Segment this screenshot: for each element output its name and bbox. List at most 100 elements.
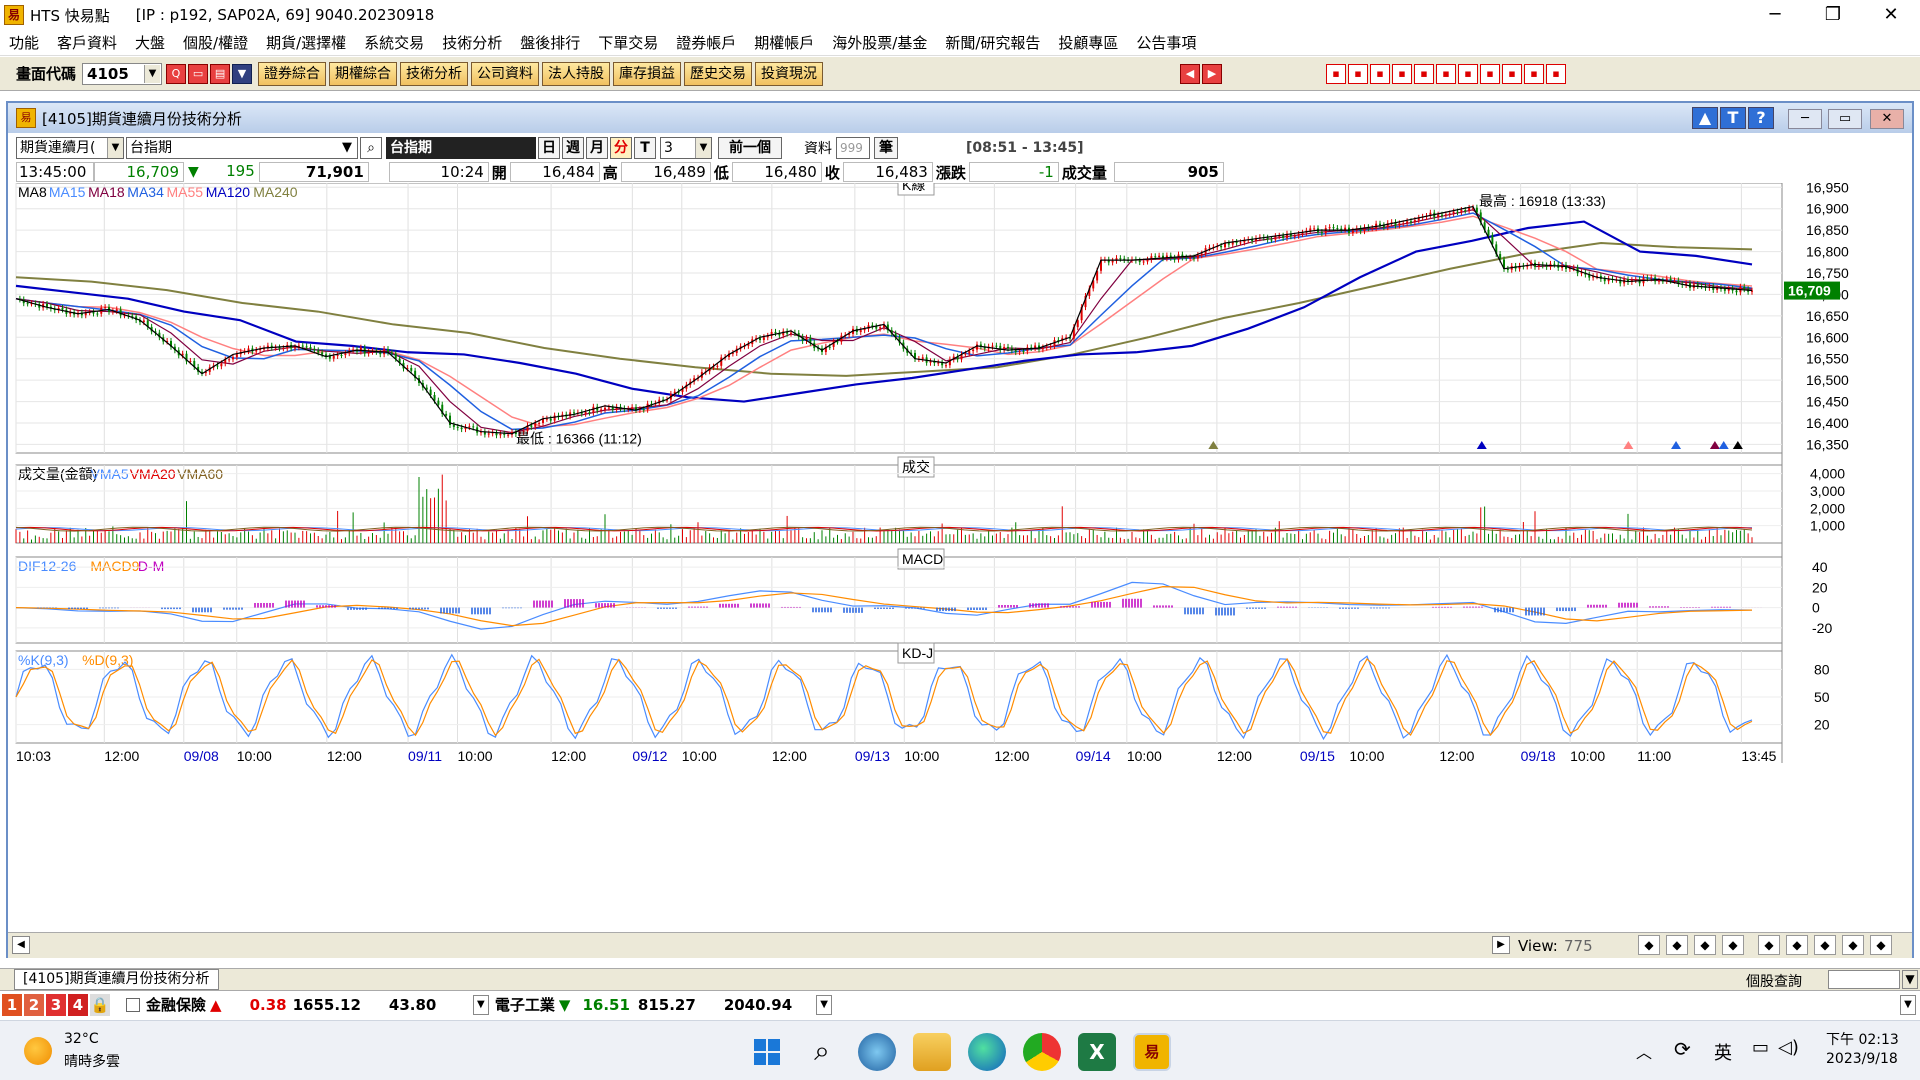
list-icon[interactable]: ▪	[1392, 63, 1412, 84]
menu-item-0[interactable]: 功能	[9, 34, 40, 52]
stock-query-input[interactable]	[1828, 970, 1900, 989]
unit-button[interactable]: 筆	[874, 137, 898, 159]
minimize-button[interactable]: ─	[1769, 4, 1781, 25]
refresh-icon[interactable]: ◆	[1722, 935, 1744, 955]
eraser-icon[interactable]: ◆	[1666, 935, 1688, 955]
settings-icon[interactable]: ▪	[1458, 63, 1478, 84]
tab-4105[interactable]: [4105]期貨連續月份技術分析	[14, 969, 219, 990]
prev-button[interactable]: 前一個	[718, 137, 782, 159]
ticker-page-2[interactable]: 2	[24, 993, 44, 1016]
menu-item-12[interactable]: 新聞/研究報告	[945, 34, 1041, 52]
inner-close-button[interactable]: ✕	[1870, 109, 1904, 129]
inner-minimize-button[interactable]: ─	[1788, 109, 1822, 129]
toolbar-button-6[interactable]: 歷史交易	[684, 61, 753, 86]
volume-icon[interactable]: ◁)	[1778, 1037, 1799, 1058]
scroll-right-icon[interactable]: ▶	[1492, 936, 1510, 954]
toolbar-button-1[interactable]: 期權綜合	[329, 61, 398, 86]
tray-sync-icon[interactable]: ⟳	[1674, 1037, 1691, 1061]
toolbar-button-7[interactable]: 投資現況	[755, 61, 824, 86]
menu-item-1[interactable]: 客戶資料	[57, 34, 118, 52]
draw-icon[interactable]: ▪	[1348, 63, 1368, 84]
lock-icon[interactable]: 🔒	[90, 993, 110, 1016]
grid-icon[interactable]: ▪	[1370, 63, 1390, 84]
menu-item-8[interactable]: 下單交易	[598, 34, 659, 52]
contract-type-select[interactable]: 期貨連續月(▼	[16, 137, 124, 159]
help-icon[interactable]: ?	[1748, 107, 1774, 129]
text-icon[interactable]: T	[1720, 107, 1746, 129]
earth-app-icon[interactable]	[858, 1033, 896, 1071]
search-icon[interactable]: Q	[166, 63, 187, 84]
network-icon[interactable]: ▭	[1752, 1037, 1770, 1058]
pencil-icon[interactable]: ◆	[1842, 935, 1864, 955]
toolbar-button-5[interactable]: 庫存損益	[613, 61, 682, 86]
chrome-icon[interactable]	[1023, 1033, 1061, 1071]
toolbar-button-0[interactable]: 證券綜合	[258, 61, 327, 86]
horizontal-scrollbar[interactable]: ◀ ▶ View: 775 ◆ ◆ ◆ ◆ ◆ ◆ ◆ ◆ ◆	[8, 932, 1912, 958]
chart-icon[interactable]: ▤	[210, 63, 231, 84]
text-tool-icon[interactable]: ▪	[1436, 63, 1456, 84]
search-taskbar-icon[interactable]: ⌕	[814, 1034, 830, 1067]
pen-icon[interactable]: ▪	[1326, 63, 1346, 84]
ticker-page-4[interactable]: 4	[68, 993, 88, 1016]
ticker-dropdown-3[interactable]: ▼	[1900, 994, 1916, 1015]
code-input[interactable]: 4105 ▼	[82, 62, 163, 85]
edit-icon[interactable]: ▪	[1414, 63, 1434, 84]
dropdown-icon[interactable]: ▼	[232, 63, 253, 84]
chart-area[interactable]: 16,350 16,400 16,450 16,500 16,550 16,600 16,6…	[8, 183, 1912, 933]
tools-icon[interactable]: ▪	[1502, 63, 1522, 84]
close-button[interactable]: ✕	[1883, 4, 1899, 25]
symbol-select[interactable]: 台指期 ▼	[126, 137, 358, 159]
menu-item-2[interactable]: 大盤	[135, 34, 166, 52]
ticker-checkbox[interactable]	[126, 997, 140, 1012]
edge-icon[interactable]	[968, 1033, 1006, 1071]
next-arrow-icon[interactable]: ▶	[1202, 63, 1222, 84]
toolbar-button-3[interactable]: 公司資料	[471, 61, 540, 86]
period-minute[interactable]: 分	[610, 137, 632, 159]
ticker-page-3[interactable]: 3	[46, 993, 66, 1016]
maximize-button[interactable]: ❐	[1824, 4, 1842, 25]
cursor-icon[interactable]: ◆	[1638, 935, 1660, 955]
menu-item-9[interactable]: 證券帳戶	[676, 34, 737, 52]
prev-arrow-icon[interactable]: ◀	[1180, 63, 1200, 84]
copy-icon[interactable]: ◆	[1786, 935, 1808, 955]
ticker-dropdown-1[interactable]: ▼	[472, 994, 489, 1015]
menu-item-3[interactable]: 個股/權證	[183, 34, 249, 52]
period-tick[interactable]: T	[634, 137, 656, 159]
magnifier-icon[interactable]: ⌕	[360, 137, 382, 159]
menu-item-5[interactable]: 系統交易	[364, 34, 425, 52]
bar-tool-icon[interactable]: ◆	[1758, 935, 1780, 955]
period-day[interactable]: 日	[538, 137, 560, 159]
weather-icon[interactable]	[24, 1037, 52, 1065]
print-icon[interactable]: ▪	[1524, 63, 1544, 84]
menu-item-6[interactable]: 技術分析	[442, 34, 503, 52]
calendar-icon[interactable]: ◆	[1814, 935, 1836, 955]
ticker-page-1[interactable]: 1	[2, 993, 22, 1016]
menu-item-7[interactable]: 盤後排行	[520, 34, 581, 52]
stock-query-dropdown[interactable]: ▼	[1902, 970, 1918, 989]
gear-icon[interactable]: ◆	[1870, 935, 1892, 955]
scroll-left-icon[interactable]: ◀	[12, 936, 30, 954]
inner-restore-button[interactable]: ▭	[1828, 109, 1862, 129]
start-icon[interactable]	[748, 1033, 786, 1071]
menu-item-13[interactable]: 投顧專區	[1058, 34, 1119, 52]
minute-select[interactable]: 3 ▼	[660, 137, 712, 159]
period-week[interactable]: 週	[562, 137, 584, 159]
window-icon2[interactable]: ▪	[1546, 63, 1566, 84]
file-explorer-icon[interactable]	[913, 1033, 951, 1071]
period-month[interactable]: 月	[586, 137, 608, 159]
menu-item-14[interactable]: 公告事項	[1136, 34, 1197, 52]
ticker-dropdown-2[interactable]: ▼	[816, 994, 833, 1015]
menu-item-4[interactable]: 期貨/選擇權	[266, 34, 347, 52]
ime-indicator[interactable]: 英	[1714, 1043, 1732, 1064]
menu-item-11[interactable]: 海外股票/基金	[832, 34, 928, 52]
zoom-icon[interactable]: ◆	[1694, 935, 1716, 955]
up-icon[interactable]: ▲	[1692, 107, 1718, 129]
excel-icon[interactable]: X	[1078, 1033, 1116, 1071]
data-count-input[interactable]: 999	[836, 137, 870, 159]
hts-app-icon[interactable]: 易	[1133, 1033, 1171, 1071]
menu-item-10[interactable]: 期權帳戶	[754, 34, 815, 52]
folder-icon[interactable]: ▭	[188, 63, 209, 84]
tray-chevron-icon[interactable]: ︿	[1636, 1043, 1653, 1062]
table-icon[interactable]: ▪	[1480, 63, 1500, 84]
toolbar-button-4[interactable]: 法人持股	[542, 61, 611, 86]
